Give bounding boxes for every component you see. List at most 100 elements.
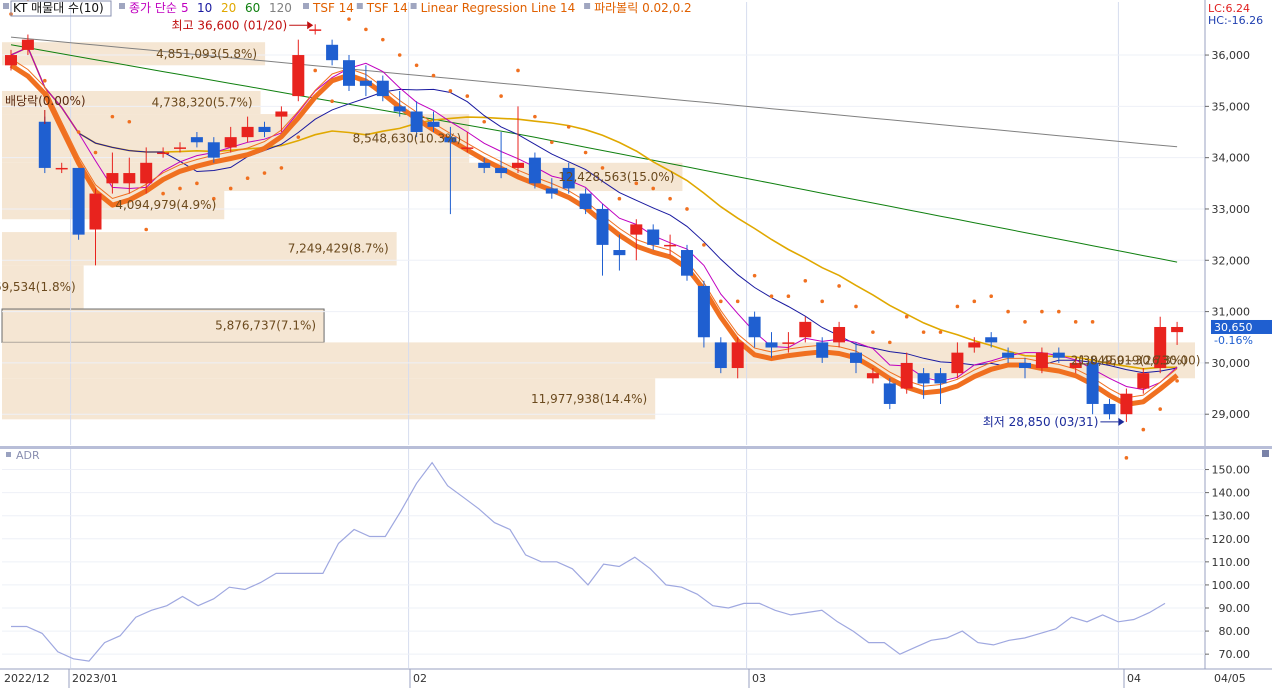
psar-dot <box>111 115 115 119</box>
y-tick-label: 29,000 <box>1212 408 1251 421</box>
psar-dot <box>499 94 503 98</box>
legend-icon <box>357 3 363 9</box>
psar-dot <box>719 300 723 304</box>
psar-dot <box>516 69 520 73</box>
x-tick-label: 2023/01 <box>72 672 118 685</box>
candle-body <box>461 147 473 149</box>
candle-body <box>1036 353 1048 368</box>
legend-ma-period: 20 <box>221 1 236 15</box>
y-tick-label: 36,000 <box>1212 49 1251 62</box>
candle-body <box>157 153 169 155</box>
psar-dot <box>195 182 199 186</box>
psar-dot <box>178 187 182 191</box>
candle-body <box>1171 327 1183 332</box>
psar-dot <box>466 94 470 98</box>
candle-body <box>918 373 930 383</box>
legend-icon <box>119 3 125 9</box>
psar-dot <box>415 64 419 68</box>
candle-body <box>968 342 980 347</box>
legend-ma-period: 120 <box>269 1 292 15</box>
psar-dot <box>1175 379 1179 383</box>
candle-body <box>546 188 558 193</box>
candle-body <box>529 158 541 184</box>
legend-indicator: Linear Regression Line 14 <box>421 1 576 15</box>
volume-profile-label: 4,094,979(4.9%) <box>115 198 216 212</box>
psar-dot <box>770 294 774 298</box>
psar-dot <box>922 330 926 334</box>
candle-body <box>850 353 862 363</box>
psar-dot <box>888 341 892 345</box>
psar-dot <box>60 125 64 129</box>
volume-profile-label: 7,249,429(8.7%) <box>288 242 389 256</box>
psar-dot <box>550 140 554 144</box>
psar-dot <box>432 74 436 78</box>
volume-profile-label: 11,977,938(14.4%) <box>531 392 647 406</box>
psar-dot <box>1057 310 1061 314</box>
candle-body <box>647 230 659 245</box>
psar-dot <box>820 300 824 304</box>
candle-body <box>935 373 947 383</box>
candle-body <box>1104 404 1116 414</box>
candle-body <box>22 40 34 50</box>
adr-y-tick-label: 80.00 <box>1219 625 1251 638</box>
candle-body <box>1002 353 1014 358</box>
psar-dot <box>144 228 148 232</box>
x-tick-label: 02 <box>413 672 427 685</box>
candle-body <box>664 245 676 247</box>
x-tick-label: 2022/12 <box>4 672 50 685</box>
volume-profile-label: 5,876,737(7.1%) <box>215 319 316 333</box>
psar-dot <box>229 187 233 191</box>
psar-dot <box>1023 320 1027 324</box>
psar-dot <box>1006 310 1010 314</box>
psar-dot <box>787 294 791 298</box>
y-tick-label: 31,000 <box>1212 306 1251 319</box>
candle-body <box>225 137 237 147</box>
candle-body <box>174 147 186 149</box>
adr-y-tick-label: 130.00 <box>1212 510 1251 523</box>
psar-dot <box>128 120 132 124</box>
psar-dot <box>364 28 368 32</box>
legend-indicator: 파라볼릭 0.02,0.2 <box>594 1 692 15</box>
psar-dot <box>804 279 808 283</box>
y-tick-label: 34,000 <box>1212 152 1251 165</box>
legend-icon <box>411 3 417 9</box>
psar-dot <box>77 130 81 134</box>
legend-icon <box>584 3 590 9</box>
psar-dot <box>449 89 453 93</box>
volume-profile-bar <box>2 342 1195 378</box>
psar-dot <box>956 305 960 309</box>
psar-dot <box>347 17 351 21</box>
psar-dot <box>668 197 672 201</box>
y-tick-label: 30,000 <box>1212 357 1251 370</box>
candle-body <box>1053 353 1065 358</box>
candle-body <box>326 45 338 60</box>
psar-dot <box>567 125 571 129</box>
legend-stock[interactable]: KT 매물대 수(10) <box>13 1 104 15</box>
psar-dot <box>618 197 622 201</box>
panel-toggle-icon[interactable] <box>1262 450 1269 457</box>
candle-body <box>833 327 845 342</box>
psar-dot <box>584 151 588 155</box>
y-tick-label: 35,000 <box>1212 100 1251 113</box>
candle-body <box>56 168 68 170</box>
candle-body <box>123 173 135 183</box>
candle-body <box>343 60 355 86</box>
candle-body <box>512 163 524 168</box>
adr-y-tick-label: 90.00 <box>1219 602 1251 615</box>
legend-ma-label: 종가 단순 <box>129 1 177 15</box>
psar-dot <box>1091 320 1095 324</box>
legend-indicator: TSF 14 <box>312 1 354 15</box>
psar-dot <box>685 207 689 211</box>
psar-dot <box>905 315 909 319</box>
volume-profile-label: 1,469,534(1.8%) <box>0 280 76 294</box>
candle-body <box>73 168 85 235</box>
psar-dot <box>702 243 706 247</box>
volume-profile-label: 8,548,630(10.3%) <box>353 131 462 145</box>
psar-dot <box>381 38 385 42</box>
candle-body <box>715 342 727 368</box>
adr-y-tick-label: 120.00 <box>1212 533 1251 546</box>
candle-body <box>901 363 913 389</box>
y-tick-label: 33,000 <box>1212 203 1251 216</box>
candle-body <box>106 173 118 183</box>
